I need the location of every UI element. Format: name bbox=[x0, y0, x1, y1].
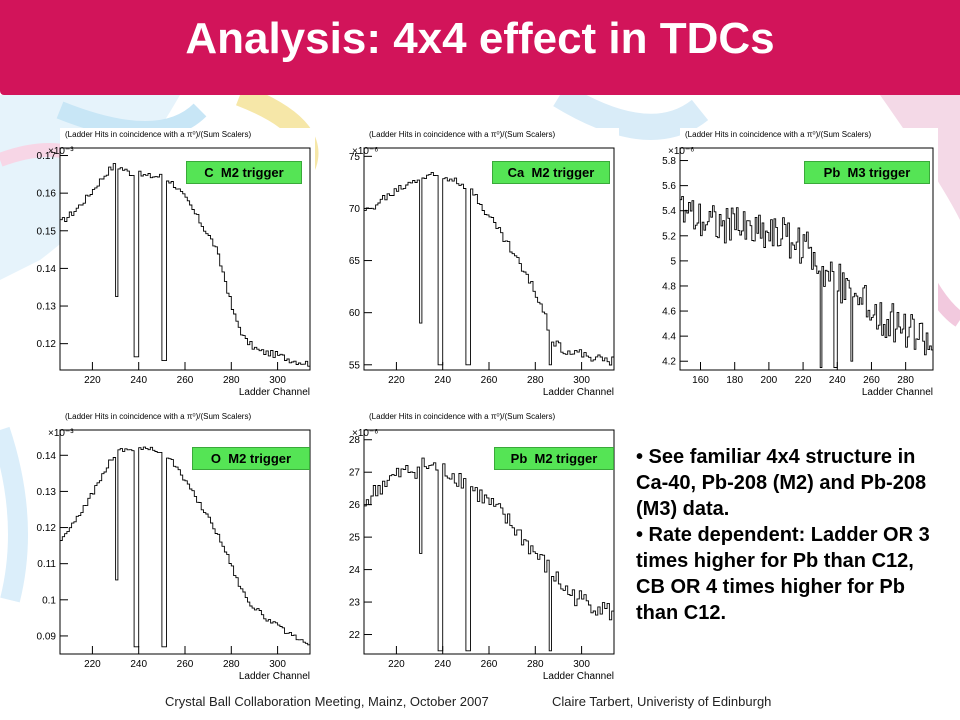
x-tick-label: 260 bbox=[481, 659, 498, 670]
y-tick-label: 4.8 bbox=[662, 281, 676, 292]
bullet-item-rate: • Rate dependent: Ladder OR 3 times high… bbox=[636, 524, 930, 624]
histogram-o-m2: (Ladder Hits in coincidence with a π⁰)/(… bbox=[37, 412, 311, 682]
slide-title: Analysis: 4x4 effect in TDCs bbox=[185, 14, 775, 63]
x-tick-label: 160 bbox=[692, 375, 709, 386]
histogram-line bbox=[364, 171, 614, 366]
x-tick-label: 220 bbox=[388, 375, 405, 386]
x-tick-label: 220 bbox=[795, 375, 812, 386]
plot-title: (Ladder Hits in coincidence with a π⁰)/(… bbox=[685, 130, 871, 139]
x-tick-label: 260 bbox=[481, 375, 498, 386]
y-tick-label: 0.15 bbox=[37, 226, 57, 237]
x-tick-label: 300 bbox=[269, 659, 286, 670]
x-axis-title: Ladder Channel bbox=[862, 387, 933, 398]
y-tick-label: 26 bbox=[349, 500, 361, 511]
y-tick-label: 22 bbox=[349, 630, 361, 641]
y-tick-label: 0.1 bbox=[42, 595, 56, 606]
x-tick-label: 220 bbox=[84, 375, 101, 386]
y-tick-label: 5.6 bbox=[662, 181, 676, 192]
trigger-badge-c-m2: C M2 trigger bbox=[186, 161, 302, 184]
axis-exponent: ×10⁻³ bbox=[48, 146, 74, 157]
histogram-c-m2: (Ladder Hits in coincidence with a π⁰)/(… bbox=[37, 130, 311, 398]
y-tick-label: 4.2 bbox=[662, 357, 676, 368]
axis-exponent: ×10⁻⁶ bbox=[352, 428, 378, 439]
y-tick-label: 0.17 bbox=[37, 151, 57, 162]
y-tick-label: 0.14 bbox=[37, 264, 57, 275]
x-axis-title: Ladder Channel bbox=[239, 671, 310, 682]
footer-author: Claire Tarbert, Univeristy of Edinburgh bbox=[552, 694, 772, 709]
bullet-item-structure: • See familiar 4x4 structure in Ca-40, P… bbox=[636, 446, 927, 520]
plot-title: (Ladder Hits in coincidence with a π⁰)/(… bbox=[369, 412, 555, 421]
histogram-line bbox=[60, 163, 310, 367]
x-tick-label: 280 bbox=[223, 375, 240, 386]
x-axis-title: Ladder Channel bbox=[239, 387, 310, 398]
y-tick-label: 0.11 bbox=[37, 559, 56, 570]
axis-exponent: ×10⁻⁶ bbox=[352, 146, 378, 157]
y-tick-label: 25 bbox=[349, 533, 361, 544]
y-tick-label: 55 bbox=[349, 360, 361, 371]
y-tick-label: 0.13 bbox=[37, 487, 57, 498]
x-axis-title: Ladder Channel bbox=[543, 387, 614, 398]
histogram-pb-m2: (Ladder Hits in coincidence with a π⁰)/(… bbox=[349, 412, 615, 682]
y-tick-label: 0.12 bbox=[37, 523, 57, 534]
x-tick-label: 200 bbox=[761, 375, 778, 386]
y-tick-label: 75 bbox=[349, 152, 361, 163]
y-tick-label: 5.2 bbox=[662, 231, 676, 242]
x-tick-label: 280 bbox=[897, 375, 914, 386]
x-tick-label: 240 bbox=[130, 659, 147, 670]
footer-meeting: Crystal Ball Collaboration Meeting, Main… bbox=[165, 694, 489, 709]
y-tick-label: 0.16 bbox=[37, 189, 57, 200]
x-axis-title: Ladder Channel bbox=[543, 671, 614, 682]
plot-title: (Ladder Hits in coincidence with a π⁰)/(… bbox=[65, 130, 251, 139]
x-tick-label: 240 bbox=[829, 375, 846, 386]
x-tick-label: 240 bbox=[130, 375, 147, 386]
x-tick-label: 260 bbox=[863, 375, 880, 386]
y-tick-label: 0.14 bbox=[37, 451, 57, 462]
histogram-line bbox=[680, 195, 933, 368]
trigger-badge-ca-m2: Ca M2 trigger bbox=[492, 161, 610, 184]
y-tick-label: 23 bbox=[349, 598, 361, 609]
histogram-ca-m2: (Ladder Hits in coincidence with a π⁰)/(… bbox=[349, 130, 615, 398]
histogram-line bbox=[60, 446, 310, 648]
x-tick-label: 300 bbox=[573, 375, 590, 386]
y-tick-label: 4.4 bbox=[662, 332, 676, 343]
x-tick-label: 240 bbox=[434, 659, 451, 670]
plot-frame bbox=[679, 147, 934, 371]
y-tick-label: 70 bbox=[349, 204, 361, 215]
histogram-line bbox=[364, 457, 614, 652]
x-tick-label: 260 bbox=[177, 375, 194, 386]
x-tick-label: 240 bbox=[434, 375, 451, 386]
title-bar: Analysis: 4x4 effect in TDCs bbox=[0, 0, 960, 95]
plot-title: (Ladder Hits in coincidence with a π⁰)/(… bbox=[65, 412, 251, 421]
x-tick-label: 300 bbox=[269, 375, 286, 386]
bullet-list: • See familiar 4x4 structure in Ca-40, P… bbox=[636, 444, 946, 626]
y-tick-label: 27 bbox=[349, 468, 361, 479]
y-tick-label: 0.13 bbox=[37, 302, 57, 313]
y-tick-label: 24 bbox=[349, 565, 361, 576]
y-tick-label: 0.09 bbox=[37, 631, 57, 642]
x-tick-label: 300 bbox=[573, 659, 590, 670]
x-tick-label: 280 bbox=[527, 659, 544, 670]
x-tick-label: 280 bbox=[527, 375, 544, 386]
y-tick-label: 5.8 bbox=[662, 156, 676, 167]
trigger-badge-pb-m2: Pb M2 trigger bbox=[494, 447, 614, 470]
axis-exponent: ×10⁻⁶ bbox=[668, 146, 694, 157]
y-tick-label: 0.12 bbox=[37, 339, 57, 350]
y-tick-label: 5 bbox=[670, 256, 676, 267]
y-tick-label: 4.6 bbox=[662, 307, 676, 318]
y-tick-label: 60 bbox=[349, 308, 361, 319]
x-tick-label: 180 bbox=[726, 375, 743, 386]
y-tick-label: 5.4 bbox=[662, 206, 676, 217]
x-tick-label: 280 bbox=[223, 659, 240, 670]
x-tick-label: 260 bbox=[177, 659, 194, 670]
x-tick-label: 220 bbox=[388, 659, 405, 670]
x-tick-label: 220 bbox=[84, 659, 101, 670]
y-tick-label: 28 bbox=[349, 435, 361, 446]
trigger-badge-pb-m3: Pb M3 trigger bbox=[804, 161, 930, 184]
histogram-pb-m3: (Ladder Hits in coincidence with a π⁰)/(… bbox=[662, 130, 934, 398]
trigger-badge-o-m2: O M2 trigger bbox=[192, 447, 310, 470]
y-tick-label: 65 bbox=[349, 256, 361, 267]
plot-title: (Ladder Hits in coincidence with a π⁰)/(… bbox=[369, 130, 555, 139]
axis-exponent: ×10⁻³ bbox=[48, 428, 74, 439]
